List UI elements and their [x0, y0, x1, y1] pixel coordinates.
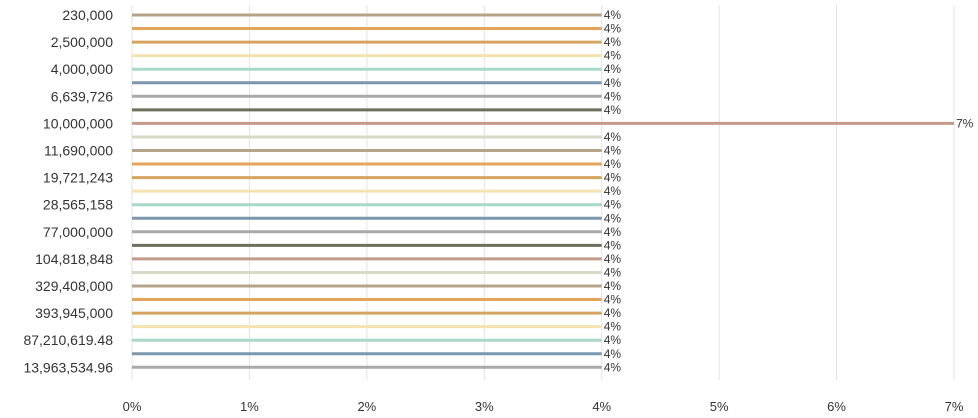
- data-labels: 4%4%4%4%4%4%4%4%7%4%4%4%4%4%4%4%4%4%4%4%…: [604, 8, 974, 374]
- data-label: 4%: [604, 333, 622, 347]
- x-axis-labels: 0% 1% 2% 3% 4% 5% 6% 7%: [123, 399, 964, 414]
- y-tick-label: 87,210,619.48: [23, 332, 113, 348]
- data-label: 4%: [604, 211, 622, 225]
- data-label: 4%: [604, 76, 622, 90]
- y-tick-label: 4,000,000: [51, 61, 113, 77]
- y-tick-label: 230,000: [62, 7, 113, 23]
- y-tick-label: 13,963,534.96: [23, 359, 113, 375]
- x-tick-label: 7%: [945, 399, 964, 414]
- data-label: 4%: [604, 49, 622, 63]
- bar-series: [132, 13, 954, 369]
- x-tick-label: 6%: [827, 399, 846, 414]
- data-label: 4%: [604, 144, 622, 158]
- x-tick-label: 2%: [357, 399, 376, 414]
- y-axis-labels: 230,000 2,500,000 4,000,000 6,639,726 10,000…: [23, 7, 113, 375]
- x-tick-label: 3%: [475, 399, 494, 414]
- data-label: 4%: [604, 103, 622, 117]
- data-label: 4%: [604, 320, 622, 334]
- y-tick-label: 2,500,000: [51, 34, 113, 50]
- data-label: 4%: [604, 171, 622, 185]
- data-label: 4%: [604, 293, 622, 307]
- data-label: 4%: [604, 184, 622, 198]
- data-label: 4%: [604, 198, 622, 212]
- data-label: 4%: [604, 238, 622, 252]
- y-tick-label: 77,000,000: [43, 224, 113, 240]
- y-tick-label: 104,818,848: [35, 251, 113, 267]
- y-tick-label: 6,639,726: [51, 88, 113, 104]
- data-label: 4%: [604, 252, 622, 266]
- y-tick-label: 11,690,000: [44, 143, 113, 159]
- data-label: 4%: [604, 8, 622, 22]
- x-tick-label: 0%: [123, 399, 142, 414]
- data-label: 4%: [604, 35, 622, 49]
- data-label: 4%: [604, 62, 622, 76]
- y-tick-label: 19,721,243: [43, 170, 113, 186]
- data-label: 4%: [604, 225, 622, 239]
- y-tick-label: 10,000,000: [43, 115, 113, 131]
- data-label: 4%: [604, 306, 622, 320]
- x-tick-label: 1%: [240, 399, 259, 414]
- data-label: 4%: [604, 360, 622, 374]
- data-label: 4%: [604, 265, 622, 279]
- y-tick-label: 393,945,000: [35, 305, 113, 321]
- x-tick-label: 5%: [710, 399, 729, 414]
- y-tick-label: 329,408,000: [35, 278, 113, 294]
- data-label: 7%: [956, 116, 974, 130]
- y-tick-label: 28,565,158: [43, 197, 113, 213]
- data-label: 4%: [604, 130, 622, 144]
- data-label: 4%: [604, 157, 622, 171]
- data-label: 4%: [604, 22, 622, 36]
- x-tick-label: 4%: [592, 399, 611, 414]
- data-label: 4%: [604, 279, 622, 293]
- data-label: 4%: [604, 347, 622, 361]
- data-label: 4%: [604, 89, 622, 103]
